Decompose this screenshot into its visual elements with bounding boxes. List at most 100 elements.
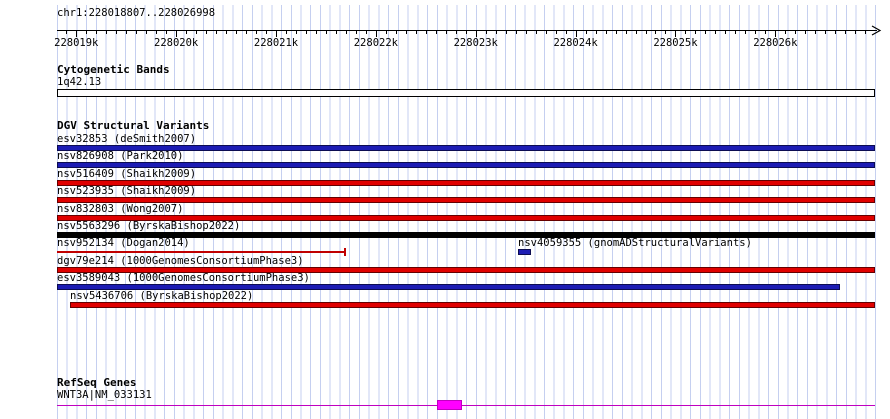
- ruler-minor-tick: [815, 31, 817, 34]
- variant-label[interactable]: nsv5563296 (ByrskaBishop2022): [57, 220, 241, 232]
- variant-bar[interactable]: [57, 197, 875, 203]
- ruler-major-tick: [375, 31, 377, 37]
- ruler-minor-tick: [605, 31, 607, 34]
- ruler-minor-tick: [116, 31, 118, 34]
- ruler-minor-tick: [805, 31, 807, 34]
- ruler-minor-tick: [156, 31, 158, 34]
- variant-label[interactable]: nsv5436706 (ByrskaBishop2022): [70, 290, 254, 302]
- ruler-minor-tick: [595, 31, 597, 34]
- ruler-minor-tick: [66, 31, 68, 34]
- ruler-minor-tick: [345, 31, 347, 34]
- variant-label[interactable]: nsv826908 (Park2010): [57, 150, 184, 162]
- ruler-minor-tick: [685, 31, 687, 34]
- ruler-minor-tick: [465, 31, 467, 34]
- ruler-minor-tick: [635, 31, 637, 34]
- variant-label[interactable]: dgv79e214 (1000GenomesConsortiumPhase3): [57, 255, 304, 267]
- ruler-tick-label: 228025k: [653, 37, 698, 49]
- cytogenetic-bands-heading: Cytogenetic Bands: [57, 63, 170, 76]
- background-gridlines: [57, 5, 881, 419]
- gene-intron-line[interactable]: [57, 405, 875, 406]
- ruler-minor-tick: [505, 31, 507, 34]
- ruler-minor-tick: [795, 31, 797, 34]
- variant-bar[interactable]: [57, 267, 875, 273]
- variant-label[interactable]: nsv516409 (Shaikh2009): [57, 168, 197, 180]
- ruler-minor-tick: [295, 31, 297, 34]
- ruler-minor-tick: [835, 31, 837, 34]
- ruler-minor-tick: [535, 31, 537, 34]
- ruler-minor-tick: [405, 31, 407, 34]
- variant-line[interactable]: [57, 251, 345, 253]
- ruler-major-tick: [475, 31, 477, 37]
- ruler-major-tick: [276, 31, 277, 37]
- variant-bar[interactable]: [57, 162, 875, 168]
- ruler-minor-tick: [315, 31, 317, 34]
- ruler-minor-tick: [285, 31, 287, 34]
- ruler-minor-tick: [86, 31, 88, 34]
- ruler-minor-tick: [845, 31, 847, 34]
- ruler-minor-tick: [186, 31, 188, 34]
- gene-label[interactable]: WNT3A|NM_033131: [57, 389, 152, 401]
- ruler-major-tick: [176, 31, 178, 37]
- ruler-minor-tick: [645, 31, 647, 34]
- variant-bar[interactable]: [57, 284, 840, 290]
- ruler-minor-tick: [755, 31, 757, 34]
- ruler-minor-tick: [445, 31, 447, 34]
- ruler-minor-tick: [665, 31, 667, 34]
- variant-bar[interactable]: [70, 302, 875, 308]
- ruler-line: [57, 30, 877, 31]
- ruler-minor-tick: [435, 31, 437, 34]
- ruler-right-arrow-icon: [871, 25, 882, 36]
- variant-bar[interactable]: [57, 145, 875, 151]
- variant-label[interactable]: nsv952134 (Dogan2014): [57, 237, 190, 249]
- ruler-minor-tick: [256, 31, 258, 34]
- ruler-minor-tick: [395, 31, 397, 34]
- ruler-tick-label: 228020k: [153, 37, 199, 49]
- ruler-minor-tick: [715, 31, 717, 34]
- ruler-minor-tick: [425, 31, 427, 34]
- ruler-minor-tick: [565, 31, 567, 34]
- ruler-minor-tick: [325, 31, 327, 34]
- variant-label[interactable]: nsv523935 (Shaikh2009): [57, 185, 197, 197]
- ruler-minor-tick: [745, 31, 747, 34]
- variant-label[interactable]: nsv4059355 (gnomADStructuralVariants): [518, 237, 752, 249]
- variant-bar[interactable]: [518, 249, 532, 255]
- ruler-minor-tick: [735, 31, 737, 34]
- ruler-minor-tick: [365, 31, 367, 34]
- ruler-major-tick: [775, 31, 777, 37]
- ruler-minor-tick: [555, 31, 557, 34]
- ruler-minor-tick: [96, 31, 98, 34]
- ruler-minor-tick: [196, 31, 198, 34]
- ruler-minor-tick: [525, 31, 527, 34]
- ruler-major-tick: [575, 31, 577, 37]
- ruler-minor-tick: [855, 31, 857, 34]
- variant-label[interactable]: nsv832803 (Wong2007): [57, 203, 184, 215]
- region-coordinates-label: chr1:228018807..228026998: [57, 7, 216, 19]
- variant-label[interactable]: esv3589043 (1000GenomesConsortiumPhase3): [57, 272, 310, 284]
- ruler-major-tick: [675, 31, 677, 37]
- ruler-minor-tick: [415, 31, 417, 34]
- ruler-tick-label: 228026k: [753, 37, 798, 49]
- ruler-minor-tick: [455, 31, 457, 34]
- ruler-minor-tick: [246, 31, 248, 34]
- ruler-minor-tick: [615, 31, 617, 34]
- ruler-minor-tick: [545, 31, 547, 34]
- ruler-minor-tick: [146, 31, 148, 34]
- ruler-tick-label: 228024k: [553, 37, 598, 49]
- ruler-minor-tick: [825, 31, 827, 34]
- variant-bar[interactable]: [57, 232, 875, 238]
- ruler-minor-tick: [216, 31, 218, 34]
- ruler-minor-tick: [355, 31, 357, 34]
- ruler-minor-tick: [236, 31, 238, 34]
- variant-bar[interactable]: [57, 180, 875, 186]
- variant-bar[interactable]: [57, 215, 875, 221]
- ruler-major-tick: [76, 31, 78, 37]
- ruler-tick-label: 228023k: [453, 37, 498, 49]
- ruler-tick-label: 228022k: [353, 37, 398, 49]
- ruler-minor-tick: [206, 31, 208, 34]
- ruler-minor-tick: [765, 31, 767, 34]
- ruler-minor-tick: [126, 31, 128, 34]
- ruler-minor-tick: [585, 31, 587, 34]
- ruler-minor-tick: [495, 31, 497, 34]
- gene-exon-box[interactable]: [436, 400, 462, 410]
- variant-label[interactable]: esv32853 (deSmith2007): [57, 133, 197, 145]
